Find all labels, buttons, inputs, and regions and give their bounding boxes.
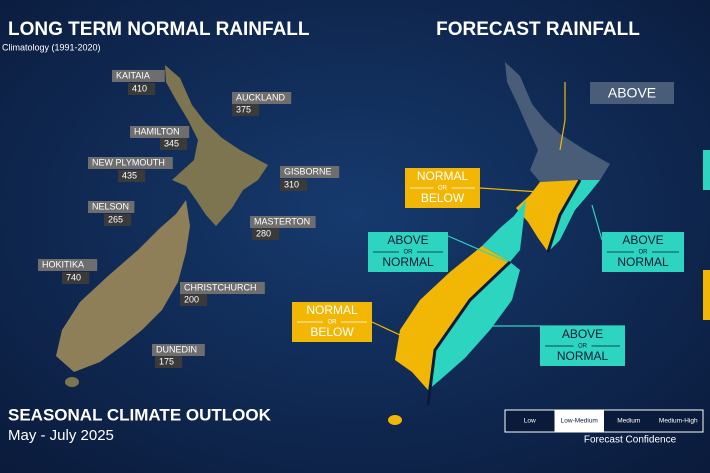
station-value: 435 [122,170,137,180]
station-name-box [88,157,173,169]
station-value: 410 [132,83,147,93]
region-label: BELOW [310,325,354,339]
station-name: HOKITIKA [42,259,84,269]
station-value: 265 [108,214,123,224]
station-value-box [118,170,146,182]
region-border [546,179,582,253]
confidence-level: Medium [617,418,640,425]
station-name: GISBORNE [284,166,332,176]
region-east-north [548,180,600,252]
confidence-label: Forecast Confidence [584,435,677,446]
region-label: NORMAL [306,303,358,317]
region-south-west [395,246,510,390]
station-value-box [155,356,183,368]
station-name: NELSON [92,201,129,211]
left-map [56,65,268,387]
region-west-north [516,180,580,252]
edge-swatch [703,270,710,320]
stewart-island [388,415,402,425]
region-north [505,62,610,182]
station-name: HAMILTON [134,126,180,136]
station-value: 175 [159,356,174,366]
leader-lines [371,82,566,336]
station-name-box [180,282,265,294]
station-name-box [232,92,292,104]
region-label-or: OR [639,250,649,256]
confidence-selected [554,410,604,432]
confidence-level: Low-Medium [561,418,598,425]
stewart-island [65,377,79,387]
region-label: NORMAL [557,349,609,363]
region-label: ABOVE [387,233,428,247]
station-value: 310 [284,179,299,189]
station-name: KAITAIA [116,70,150,80]
region-label: NORMAL [382,255,434,269]
region-label: NORMAL [417,169,469,183]
station-value-box [128,83,156,95]
region-south-north [482,200,526,262]
region-label-or: OR [438,186,448,192]
station-value-box [62,272,90,284]
subtitle: Climatology (1991-2020) [2,42,101,52]
station-value: 375 [236,104,251,114]
north-island [165,65,268,226]
station-name-box [130,126,190,138]
region-label: ABOVE [562,327,603,341]
station-name-box [38,259,98,271]
footer-title: SEASONAL CLIMATE OUTLOOK [8,405,272,424]
region-label: NORMAL [617,255,669,269]
region-label-or: OR [328,320,338,326]
right-map [371,62,625,425]
title: LONG TERM NORMAL RAINFALL [8,19,310,40]
station-value: 280 [256,228,271,238]
station-value-box [232,104,260,116]
station-value: 740 [66,272,81,282]
confidence-level: Low [524,418,536,425]
south-island [56,200,190,372]
region-border [426,260,512,406]
station-name-box [112,70,165,82]
region-label-or: OR [578,344,588,350]
station-value-box [160,138,188,150]
station-name-box [152,344,205,356]
region-label-or: OR [404,250,414,256]
station-value-box [252,228,280,240]
station-name-box [250,216,316,228]
station-name: DUNEDIN [156,344,197,354]
station-value: 345 [164,138,179,148]
station-value-box [180,294,208,306]
region-label: ABOVE [608,85,656,101]
station-value: 200 [184,294,199,304]
confidence-level: Medium-High [659,418,698,425]
station-name-box [280,166,340,178]
region-label: ABOVE [622,233,663,247]
station-value-box [280,179,308,191]
region-label-box [590,82,674,104]
station-name: AUCKLAND [236,92,286,102]
station-name: NEW PLYMOUTH [92,157,165,167]
region-label: BELOW [421,191,465,205]
footer-period: May - July 2025 [8,427,114,444]
title: FORECAST RAINFALL [436,19,640,40]
station-value-box [104,214,132,226]
station-name: MASTERTON [254,216,310,226]
edge-swatch [703,150,710,190]
station-name-box [88,201,135,213]
station-name: CHRISTCHURCH [184,282,257,292]
